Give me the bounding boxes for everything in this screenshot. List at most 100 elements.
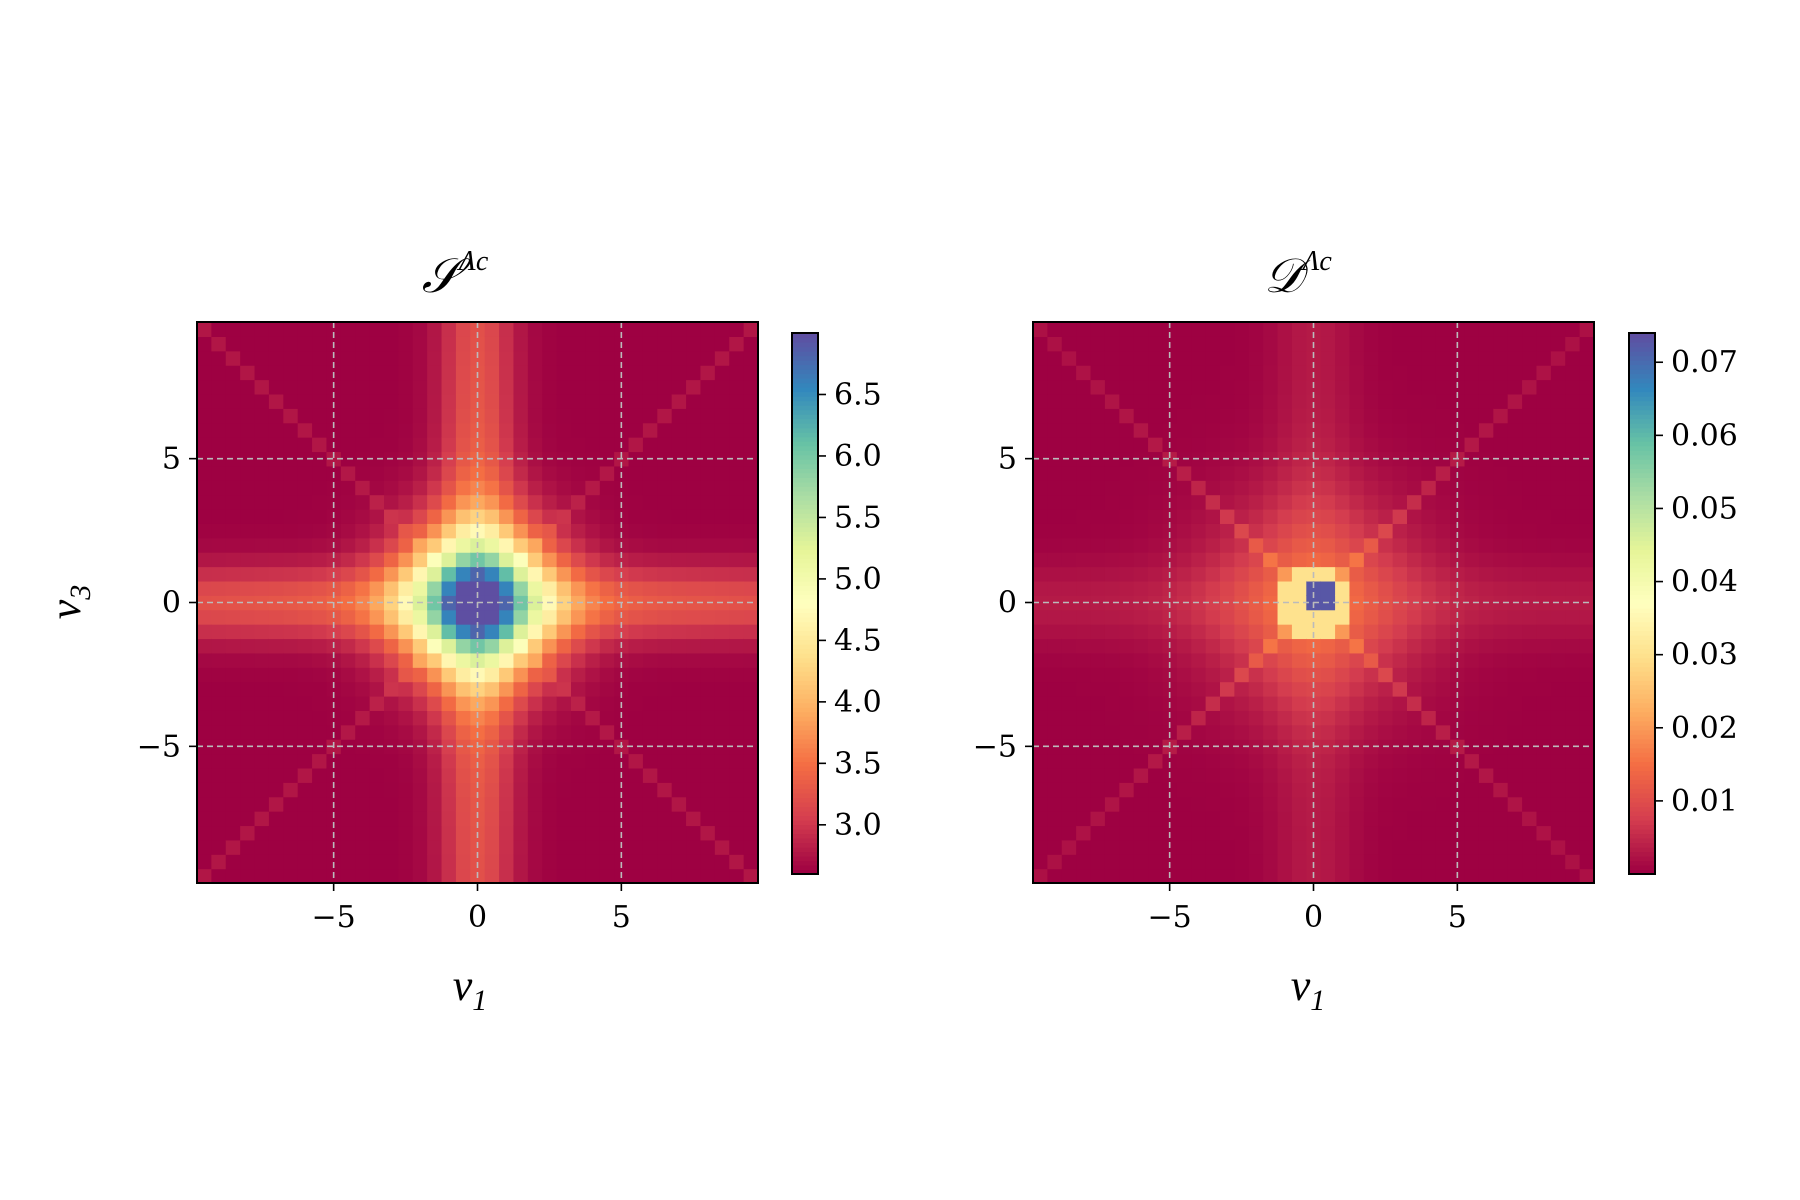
heatmap-cell <box>225 652 241 668</box>
heatmap-cell <box>1104 609 1120 625</box>
heatmap-cell <box>254 422 270 438</box>
heatmap-cell <box>1478 624 1494 640</box>
colorbar-segment <box>792 666 818 672</box>
heatmap-cell <box>585 580 601 596</box>
heatmap-cell <box>254 868 270 884</box>
heatmap-cell <box>225 767 241 783</box>
heatmap-cell <box>527 753 543 769</box>
heatmap-cell <box>268 408 284 424</box>
heatmap-cell <box>1205 537 1221 553</box>
heatmap-cell <box>686 336 702 352</box>
heatmap-cell <box>686 624 702 640</box>
heatmap-cell <box>671 710 687 726</box>
heatmap-cell <box>1522 710 1538 726</box>
heatmap-cell <box>1507 437 1523 453</box>
heatmap-cell <box>1047 681 1063 697</box>
heatmap-cell <box>642 336 658 352</box>
heatmap-cell <box>1392 638 1408 654</box>
heatmap-cell <box>470 422 486 438</box>
heatmap-cell <box>1104 552 1120 568</box>
heatmap-cell <box>1205 408 1221 424</box>
heatmap-cell <box>211 753 227 769</box>
heatmap-cell <box>1076 393 1092 409</box>
heatmap-cell <box>1478 609 1494 625</box>
heatmap-cell <box>1335 408 1351 424</box>
heatmap-cell <box>1392 652 1408 668</box>
heatmap-cell <box>1248 767 1264 783</box>
colorbar-segment <box>1629 337 1655 343</box>
heatmap-cell <box>1407 336 1422 352</box>
heatmap-cell <box>527 609 543 625</box>
colorbar-segment <box>1629 648 1655 654</box>
heatmap-cell <box>628 724 644 740</box>
heatmap-cell <box>1090 624 1106 640</box>
heatmap-cell <box>571 796 586 812</box>
heatmap-cell <box>427 365 443 381</box>
colorbar-segment <box>792 765 818 771</box>
heatmap-cell <box>1220 609 1235 625</box>
heatmap-cell <box>1033 465 1048 481</box>
heatmap-cell <box>1550 868 1566 884</box>
heatmap-cell <box>1220 624 1235 640</box>
heatmap-cell <box>1507 624 1523 640</box>
heatmap-cell <box>1450 422 1466 438</box>
heatmap-cell <box>283 753 299 769</box>
heatmap-cell <box>1263 753 1279 769</box>
heatmap-cell <box>1033 408 1048 424</box>
colorbar-segment <box>792 720 818 726</box>
heatmap-cell <box>1234 767 1250 783</box>
colorbar-segment <box>1629 680 1655 686</box>
heatmap-cell <box>1277 322 1293 337</box>
heatmap-cell <box>412 652 428 668</box>
heatmap-cell <box>240 379 256 395</box>
heatmap-cell <box>599 811 615 827</box>
heatmap-cell <box>729 552 745 568</box>
heatmap-cell <box>1061 868 1077 884</box>
heatmap-cell <box>1263 796 1279 812</box>
heatmap-cell <box>1335 451 1351 467</box>
heatmap-cell <box>1061 322 1077 337</box>
heatmap-cell <box>527 336 543 352</box>
heatmap-cell <box>211 652 227 668</box>
chart-title-d: 𝒟Λc <box>1264 246 1332 303</box>
heatmap-cell <box>571 552 586 568</box>
heatmap-cell <box>1133 710 1149 726</box>
heatmap-cell <box>484 825 500 841</box>
heatmap-cell <box>686 724 702 740</box>
heatmap-cell <box>384 811 399 827</box>
colorbar-segment <box>1629 756 1655 762</box>
heatmap-cell <box>1205 710 1221 726</box>
heatmap-cell <box>1104 480 1120 496</box>
heatmap-cell <box>1133 336 1149 352</box>
heatmap-cell <box>1522 796 1538 812</box>
heatmap-cell <box>1363 537 1379 553</box>
colorbar-segment <box>1629 761 1655 767</box>
heatmap-cell <box>1033 796 1048 812</box>
heatmap-cell <box>1133 408 1149 424</box>
heatmap-cell <box>211 509 227 524</box>
heatmap-cell <box>1176 724 1192 740</box>
colorbar-segment <box>1629 436 1655 442</box>
heatmap-cell <box>254 652 270 668</box>
heatmap-cell <box>312 580 328 596</box>
heatmap-cell <box>571 408 586 424</box>
heatmap-cell <box>1550 336 1566 352</box>
heatmap-cell <box>1090 422 1106 438</box>
heatmap-cell <box>686 552 702 568</box>
heatmap-cell <box>340 580 356 596</box>
heatmap-cell <box>686 854 702 870</box>
heatmap-cell <box>714 624 730 640</box>
heatmap-cell <box>268 710 284 726</box>
heatmap-cell <box>714 839 730 855</box>
heatmap-cell <box>1047 638 1063 654</box>
heatmap-cell <box>1335 767 1351 783</box>
heatmap-cell <box>1148 652 1164 668</box>
heatmap-cell <box>542 667 558 683</box>
heatmap-cell <box>1234 422 1250 438</box>
x-axis-label: ν1 <box>1291 961 1326 1017</box>
heatmap-cell <box>628 796 644 812</box>
colorbar-segment <box>792 373 818 379</box>
heatmap-cell <box>513 350 529 366</box>
heatmap-cell <box>1148 537 1164 553</box>
colorbar-segment <box>1629 342 1655 348</box>
